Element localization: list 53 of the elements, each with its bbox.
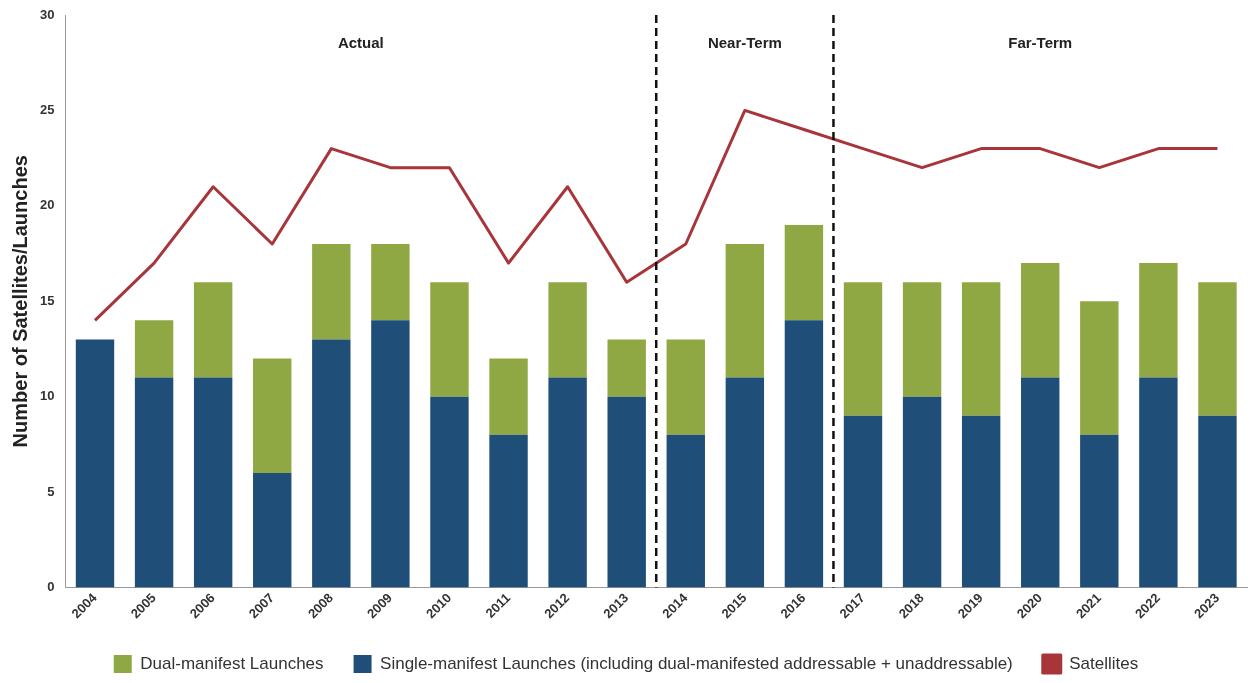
bar: [843, 415, 883, 588]
bar: [548, 377, 587, 588]
bar: [430, 396, 469, 588]
bar: [193, 282, 233, 378]
bar: [1080, 301, 1119, 435]
bar: [548, 282, 587, 378]
bar: [784, 224, 824, 321]
bar: [666, 434, 705, 588]
annotation: Actual: [337, 34, 384, 52]
y-tick-label: 0: [47, 579, 55, 595]
legend-label: Single-manifest Launches (including dual-manifested addressable + unaddressable): [380, 653, 1013, 673]
bar: [1021, 263, 1060, 378]
annotation: Near-Term: [707, 34, 782, 52]
bar: [607, 396, 646, 588]
bar: [371, 244, 410, 321]
legend-label: Dual-manifest Launches: [140, 653, 324, 673]
bar: [607, 339, 646, 397]
y-tick-label: 15: [39, 292, 55, 308]
bar: [430, 282, 469, 397]
bar: [312, 244, 351, 340]
bar: [725, 377, 765, 588]
legend-label: Satellites: [1069, 653, 1139, 673]
bar: [961, 282, 1001, 416]
bar: [1021, 377, 1060, 588]
bar: [666, 339, 705, 435]
y-tick-label: 20: [39, 197, 55, 213]
bar: [489, 434, 528, 588]
bar: [902, 396, 942, 588]
y-axis-title: Number of Satellites/Launches: [8, 155, 31, 448]
bar: [1139, 377, 1178, 588]
bar: [1198, 415, 1237, 588]
bar: [134, 320, 174, 378]
bar: [489, 358, 528, 435]
bar: [312, 339, 351, 588]
bar: [961, 415, 1001, 588]
bar: [843, 282, 883, 416]
bar: [1198, 282, 1237, 416]
bar: [371, 320, 410, 588]
annotation: Far-Term: [1008, 34, 1073, 52]
bar: [1080, 434, 1119, 588]
y-tick-label: 5: [47, 483, 55, 499]
y-tick-label: 30: [39, 6, 55, 22]
bar: [134, 377, 174, 588]
y-tick-label: 25: [39, 102, 55, 117]
y-tick-label: 10: [39, 388, 55, 404]
bar: [253, 473, 292, 588]
bar: [193, 377, 233, 588]
bar: [725, 244, 765, 378]
bar: [253, 358, 292, 474]
bar: [75, 339, 115, 588]
bar: [784, 320, 824, 588]
bar: [1139, 263, 1178, 378]
bar: [902, 282, 942, 397]
